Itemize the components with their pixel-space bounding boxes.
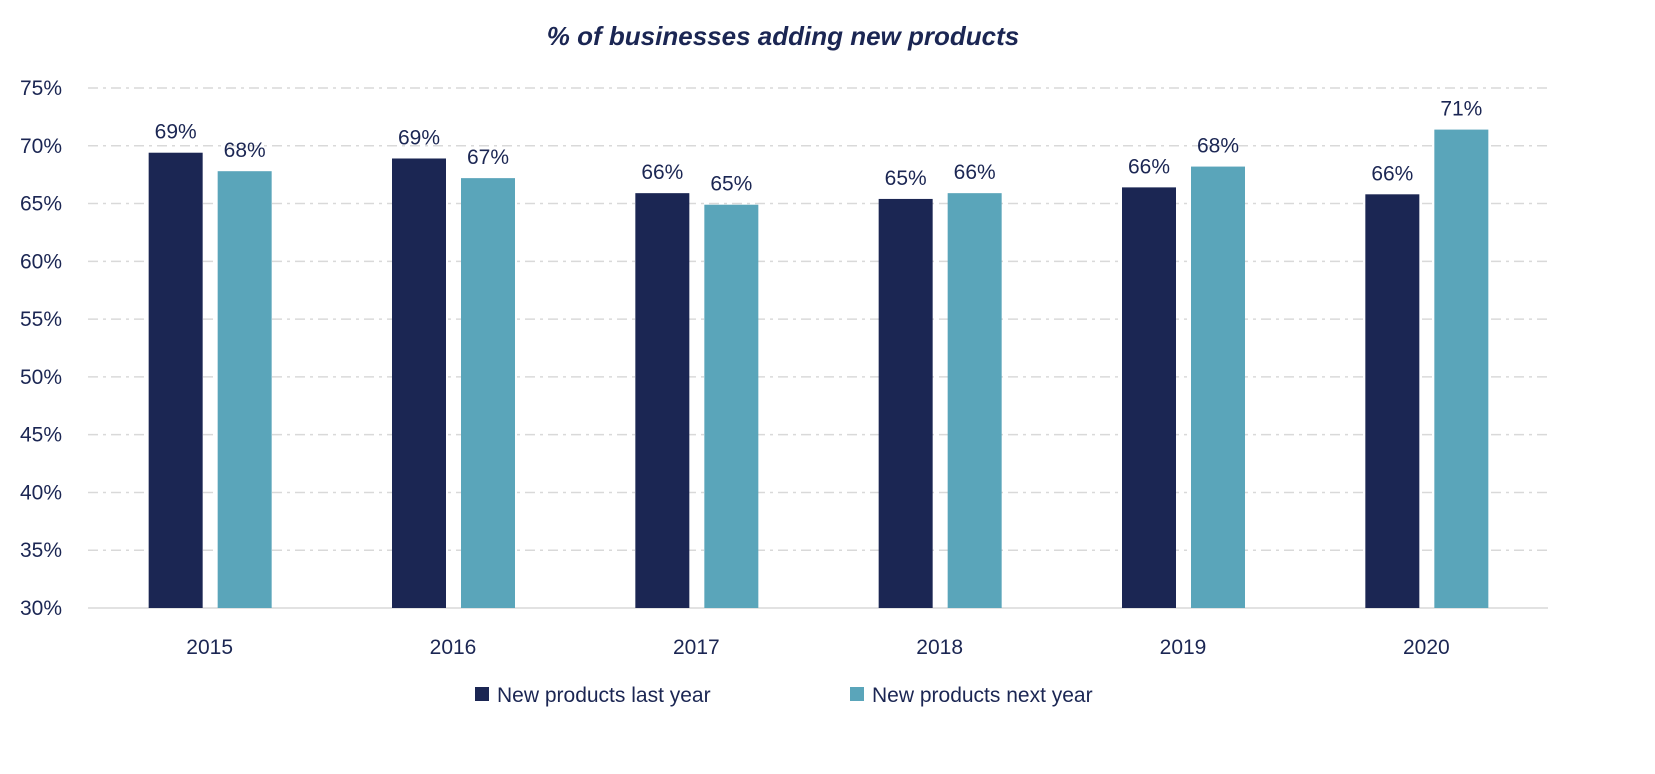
bar-next-year xyxy=(217,171,272,608)
data-label: 71% xyxy=(1440,98,1482,121)
x-tick-label: 2017 xyxy=(673,636,720,659)
bar-last-year xyxy=(1365,194,1420,609)
x-tick-label: 2018 xyxy=(916,636,963,659)
data-label: 65% xyxy=(885,167,927,190)
y-tick-label: 55% xyxy=(20,308,62,331)
data-label: 66% xyxy=(954,161,996,184)
y-tick-label: 75% xyxy=(20,77,62,100)
bar-next-year xyxy=(947,193,1002,608)
y-tick-label: 50% xyxy=(20,366,62,389)
y-tick-label: 40% xyxy=(20,481,62,504)
y-tick-label: 30% xyxy=(20,597,62,620)
legend-label: New products last year xyxy=(497,684,711,707)
bar-last-year xyxy=(878,198,933,608)
data-label: 69% xyxy=(398,126,440,149)
bar-next-year xyxy=(461,178,515,608)
x-tick-label: 2019 xyxy=(1160,636,1207,659)
x-tick-label: 2015 xyxy=(186,636,233,659)
x-tick-label: 2016 xyxy=(430,636,477,659)
bar-next-year xyxy=(1191,166,1245,609)
bar-next-year xyxy=(704,204,759,608)
legend-label: New products next year xyxy=(872,684,1093,707)
data-label: 67% xyxy=(467,146,509,169)
bar-next-year xyxy=(1434,129,1489,608)
data-label: 66% xyxy=(1371,162,1413,185)
data-label: 68% xyxy=(224,139,266,162)
y-tick-label: 45% xyxy=(20,424,62,447)
y-tick-label: 35% xyxy=(20,539,62,562)
y-tick-label: 65% xyxy=(20,193,62,216)
data-label: 65% xyxy=(710,173,752,196)
y-tick-label: 60% xyxy=(20,250,62,273)
chart-title: % of businesses adding new products xyxy=(547,21,1019,51)
data-label: 66% xyxy=(641,161,683,184)
data-label: 69% xyxy=(155,121,197,144)
data-label: 66% xyxy=(1128,155,1170,178)
bar-last-year xyxy=(1122,187,1176,608)
bar-last-year xyxy=(635,193,690,608)
legend-swatch xyxy=(475,687,489,701)
bar-last-year xyxy=(392,158,446,608)
legend-swatch xyxy=(850,687,864,701)
bar-last-year xyxy=(148,152,203,608)
y-tick-label: 70% xyxy=(20,135,62,158)
data-label: 68% xyxy=(1197,135,1239,158)
x-tick-label: 2020 xyxy=(1403,636,1450,659)
